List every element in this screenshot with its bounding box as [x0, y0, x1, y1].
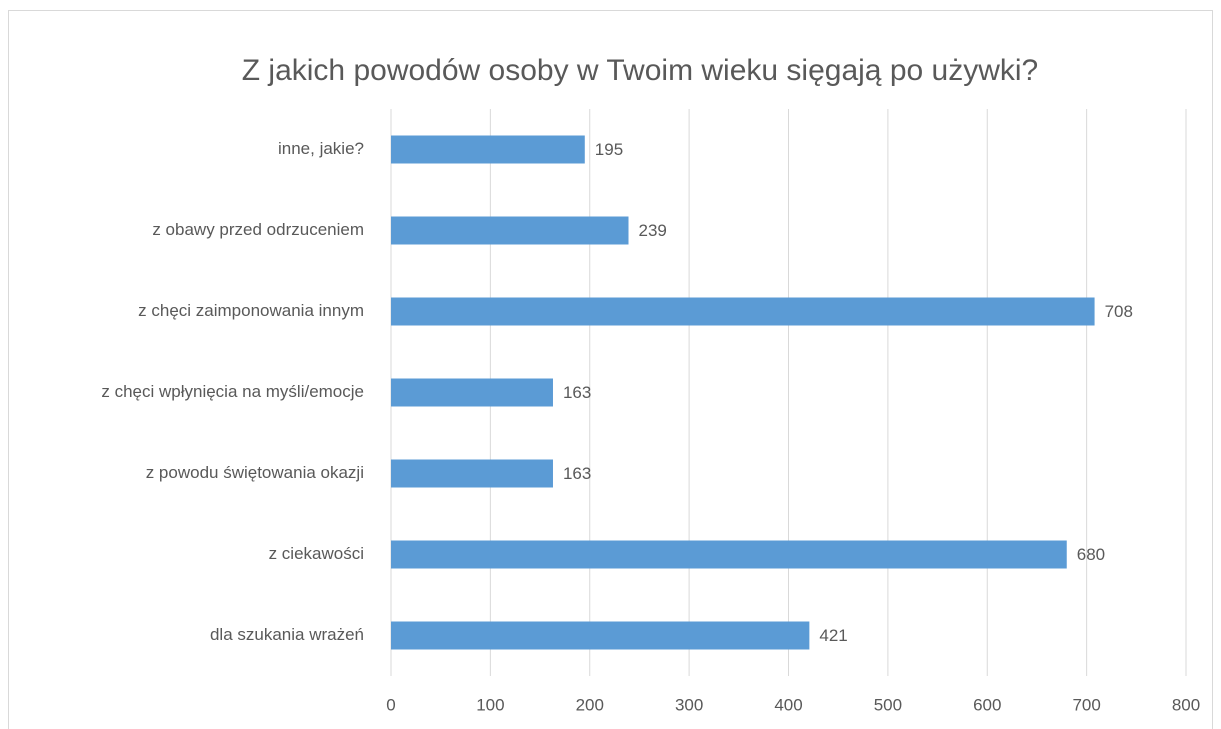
- bar: [391, 621, 810, 650]
- y-tick-label: z powodu świętowania okazji: [146, 463, 364, 482]
- x-tick-label: 600: [973, 695, 1001, 714]
- y-tick-label: dla szukania wrażeń: [210, 625, 364, 644]
- x-tick-label: 0: [386, 695, 395, 714]
- bar: [391, 297, 1095, 326]
- data-label: 708: [1105, 302, 1133, 321]
- x-tick-label: 300: [675, 695, 703, 714]
- y-tick-label: z obawy przed odrzuceniem: [152, 220, 364, 239]
- chart-border: [8, 10, 1213, 729]
- data-label: 195: [595, 140, 623, 159]
- bar: [391, 135, 585, 164]
- x-tick-label: 100: [476, 695, 504, 714]
- data-label: 680: [1077, 545, 1105, 564]
- data-label: 239: [639, 221, 667, 240]
- bar: [391, 378, 553, 407]
- chart-title: Z jakich powodów osoby w Twoim wieku się…: [242, 54, 1038, 87]
- y-tick-label: z chęci zaimponowania innym: [138, 301, 364, 320]
- x-tick-label: 500: [874, 695, 902, 714]
- x-tick-label: 400: [774, 695, 802, 714]
- y-tick-label: inne, jakie?: [278, 139, 364, 158]
- data-label: 163: [563, 464, 591, 483]
- bar: [391, 459, 553, 488]
- y-tick-label: z ciekawości: [269, 544, 364, 563]
- bar: [391, 216, 629, 245]
- data-label: 163: [563, 383, 591, 402]
- x-tick-label: 700: [1072, 695, 1100, 714]
- y-tick-label: z chęci wpłynięcia na myśli/emocje: [101, 382, 364, 401]
- bar: [391, 540, 1067, 569]
- x-tick-label: 200: [576, 695, 604, 714]
- x-tick-label: 800: [1172, 695, 1200, 714]
- data-label: 421: [819, 626, 847, 645]
